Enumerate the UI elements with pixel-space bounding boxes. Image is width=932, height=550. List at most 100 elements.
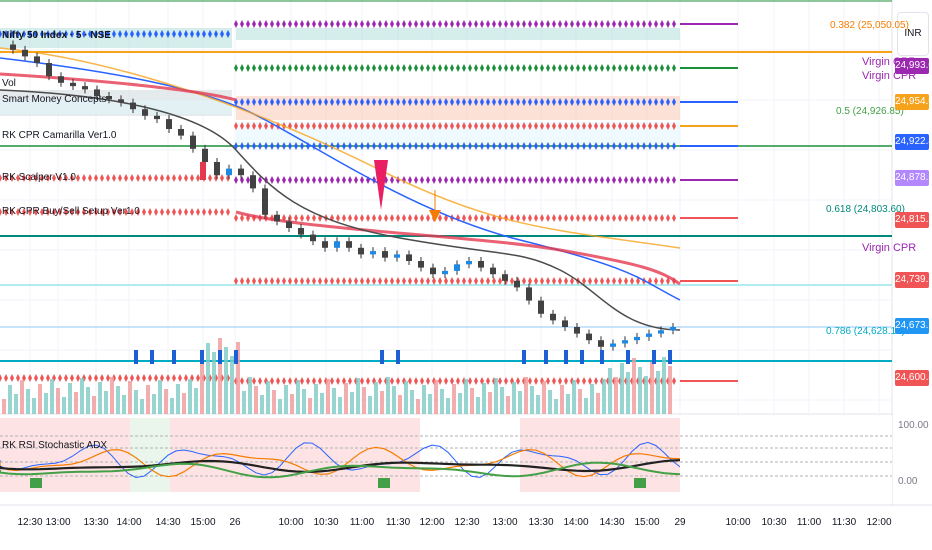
candle-body bbox=[550, 313, 556, 321]
time-label: 11:00 bbox=[796, 517, 822, 528]
candle-body bbox=[478, 261, 484, 268]
symbol-title[interactable]: Nifty 50 Index · 5 · NSE bbox=[2, 30, 111, 41]
time-label: 29 bbox=[674, 517, 686, 528]
volume-bar bbox=[632, 358, 636, 414]
diamond-row bbox=[234, 214, 676, 222]
volume-bar bbox=[290, 394, 294, 414]
volume-bar bbox=[344, 383, 348, 414]
volume-bar bbox=[428, 394, 432, 414]
sell-signal-marker bbox=[374, 160, 388, 210]
volume-bar bbox=[626, 372, 630, 414]
volume-bar bbox=[152, 394, 156, 414]
diamond-row bbox=[0, 374, 230, 382]
indicator-buysell[interactable]: RK CPR Buy/Sell Setup Ver1.0 bbox=[2, 206, 140, 217]
osc-zone bbox=[330, 418, 420, 492]
volume-bar bbox=[182, 393, 186, 414]
volume-bar bbox=[200, 357, 204, 414]
volume-bar bbox=[482, 383, 486, 414]
volume-bar bbox=[32, 398, 36, 414]
ema-black bbox=[0, 89, 681, 331]
signal-block bbox=[218, 350, 222, 364]
volume-bar bbox=[440, 389, 444, 414]
volume-bar bbox=[644, 376, 648, 414]
candle-body bbox=[370, 251, 376, 255]
volume-bar bbox=[452, 384, 456, 414]
volume-bar bbox=[470, 388, 474, 414]
signal-block bbox=[626, 350, 630, 364]
price-tag: 24,993.0 bbox=[895, 58, 932, 74]
osc-level-0: 0.00 bbox=[898, 476, 918, 487]
volume-bar bbox=[218, 338, 222, 414]
volume-bar bbox=[326, 379, 330, 414]
volume-bar bbox=[146, 385, 150, 414]
volume-bar bbox=[602, 379, 606, 414]
indicator-scalper[interactable]: RK Scalper V1.0 bbox=[2, 172, 76, 183]
volume-bar bbox=[320, 393, 324, 414]
volume-bar bbox=[272, 390, 276, 414]
volume-bar bbox=[260, 395, 264, 414]
volume-bar bbox=[662, 357, 666, 414]
volume-bar bbox=[128, 381, 132, 414]
volume-bar bbox=[188, 379, 192, 414]
indicator-oscillator[interactable]: RK RSI Stochastic ADX bbox=[2, 440, 108, 451]
ema-blue bbox=[0, 57, 681, 301]
time-label: 12:00 bbox=[866, 517, 892, 528]
currency-button[interactable]: INR bbox=[897, 12, 929, 56]
osc-buy-badge bbox=[30, 478, 42, 488]
fib-label-0618: 0.618 (24,803.60) bbox=[826, 204, 905, 215]
candle-body bbox=[622, 340, 628, 344]
cpr-band bbox=[236, 28, 680, 40]
osc-buy-badge bbox=[378, 478, 390, 488]
volume-bar bbox=[542, 381, 546, 414]
candle-body bbox=[166, 119, 172, 129]
volume-bar bbox=[398, 395, 402, 414]
candle-body bbox=[238, 168, 244, 176]
volume-bar bbox=[554, 399, 558, 414]
volume-bar bbox=[494, 378, 498, 414]
diamond-row bbox=[234, 64, 676, 72]
osc-zone bbox=[170, 418, 330, 492]
volume-bar bbox=[446, 398, 450, 414]
signal-block bbox=[380, 350, 384, 364]
volume-bar bbox=[338, 397, 342, 414]
signal-block bbox=[544, 350, 548, 364]
volume-bar bbox=[158, 380, 162, 414]
candle-body bbox=[418, 261, 424, 268]
volume-bar bbox=[392, 386, 396, 414]
candles bbox=[10, 40, 676, 351]
osc-line-green bbox=[0, 461, 681, 479]
indicator-smc[interactable]: Smart Money Concepts bbox=[2, 94, 107, 105]
volume-bar bbox=[92, 396, 96, 414]
volume-bar bbox=[176, 384, 180, 414]
time-label: 13:00 bbox=[492, 517, 518, 528]
volume-bar bbox=[44, 393, 48, 414]
time-label: 11:30 bbox=[831, 517, 857, 528]
candle-body bbox=[358, 247, 364, 255]
time-label: 11:00 bbox=[349, 517, 375, 528]
volume-bar bbox=[206, 343, 210, 414]
diamond-row bbox=[0, 30, 230, 38]
volume-bar bbox=[548, 390, 552, 414]
virgin-cpr-label: Virgin CPR bbox=[862, 242, 917, 254]
volume-bar bbox=[590, 384, 594, 414]
time-label: 10:30 bbox=[761, 517, 787, 528]
price-tag: 24,815.2 bbox=[895, 212, 932, 228]
indicator-vol[interactable]: Vol bbox=[2, 78, 16, 89]
time-label: 12:30 bbox=[17, 517, 43, 528]
volume-bar bbox=[194, 388, 198, 414]
cpr-band bbox=[0, 100, 232, 114]
volume-bar bbox=[368, 396, 372, 414]
time-label: 13:30 bbox=[83, 517, 109, 528]
volume-bar bbox=[164, 389, 168, 414]
volume-bar bbox=[302, 389, 306, 414]
time-label: 12:30 bbox=[454, 517, 480, 528]
time-label: 15:00 bbox=[634, 517, 660, 528]
candle-body bbox=[94, 89, 100, 96]
osc-zone bbox=[0, 418, 130, 492]
time-label: 13:30 bbox=[528, 517, 554, 528]
volume-bar bbox=[416, 399, 420, 414]
indicator-camarilla[interactable]: RK CPR Camarilla Ver1.0 bbox=[2, 130, 117, 141]
moving-averages bbox=[0, 47, 681, 331]
volume-bar bbox=[404, 381, 408, 414]
